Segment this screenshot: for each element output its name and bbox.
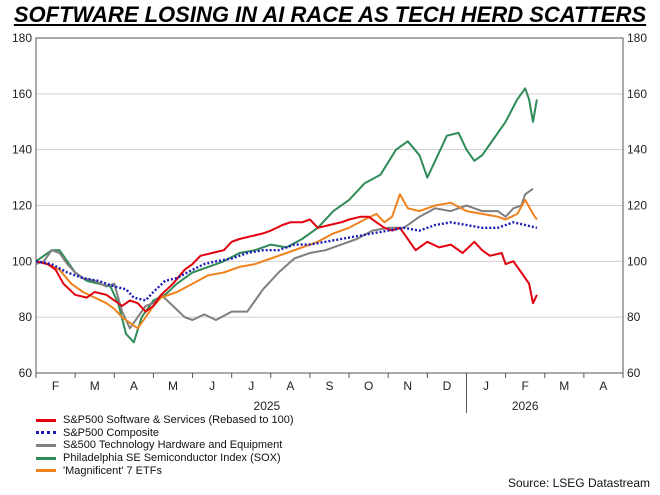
y-tick-label-left: 100 xyxy=(12,254,32,268)
x-tick-label: J xyxy=(209,379,215,393)
series-line-0 xyxy=(35,215,538,313)
plot-frame xyxy=(35,37,624,374)
y-tick-label-right: 160 xyxy=(627,87,647,101)
year-label: 2025 xyxy=(254,399,281,413)
x-tick-label: N xyxy=(403,379,412,393)
x-tick-label: J xyxy=(483,379,489,393)
x-tick-label: O xyxy=(364,379,373,393)
legend-item: Philadelphia SE Semiconductor Index (SOX… xyxy=(36,452,294,465)
legend-swatch xyxy=(36,418,56,422)
series-line-1 xyxy=(35,221,538,302)
legend-item: S&P500 Software & Services (Rebased to 1… xyxy=(36,414,294,427)
series-line-4 xyxy=(35,193,538,330)
y-tick-label-right: 60 xyxy=(627,366,641,380)
x-tick-label: S xyxy=(325,379,333,393)
legend-swatch xyxy=(36,469,56,473)
x-tick-label: A xyxy=(599,379,607,393)
y-tick-label-left: 80 xyxy=(19,310,33,324)
legend-item: 'Magnificent' 7 ETFs xyxy=(36,464,294,477)
legend: S&P500 Software & Services (Rebased to 1… xyxy=(36,414,294,477)
y-tick-label-left: 60 xyxy=(19,366,33,380)
legend-item: S&P500 Composite xyxy=(36,427,294,440)
y-tick-label-right: 100 xyxy=(627,254,647,268)
x-tick-label: A xyxy=(286,379,294,393)
axes: 60 60 80 80 100 100 120 120 140 140 160 160 180 180 F M… xyxy=(12,31,647,413)
x-tick-label: M xyxy=(168,379,178,393)
x-tick-label: M xyxy=(559,379,569,393)
y-tick-label-left: 120 xyxy=(12,199,32,213)
legend-swatch xyxy=(36,443,56,447)
x-tick-label: D xyxy=(443,379,452,393)
legend-label: Philadelphia SE Semiconductor Index (SOX… xyxy=(63,452,281,465)
legend-label: 'Magnificent' 7 ETFs xyxy=(63,464,162,477)
x-tick-label: F xyxy=(52,379,59,393)
x-tick-label: F xyxy=(521,379,528,393)
y-tick-label-right: 140 xyxy=(627,143,647,157)
source-note: Source: LSEG Datastream xyxy=(507,476,650,490)
y-tick-label-left: 160 xyxy=(12,87,32,101)
y-tick-label-right: 180 xyxy=(627,31,647,45)
legend-swatch xyxy=(36,456,56,460)
x-tick-label: J xyxy=(248,379,254,393)
year-label: 2026 xyxy=(512,399,539,413)
series-line-3 xyxy=(35,87,538,344)
legend-item: S&500 Technology Hardware and Equipment xyxy=(36,439,294,452)
legend-label: S&P500 Software & Services (Rebased to 1… xyxy=(63,414,294,427)
series-layer xyxy=(35,87,538,344)
legend-swatch xyxy=(36,431,56,435)
chart-title: SOFTWARE LOSING IN AI RACE AS TECH HERD … xyxy=(13,2,647,27)
legend-label: S&P500 Composite xyxy=(63,426,159,439)
series-line-2 xyxy=(35,187,534,330)
y-tick-label-left: 140 xyxy=(12,143,32,157)
y-tick-label-right: 80 xyxy=(627,310,641,324)
y-tick-label-right: 120 xyxy=(627,199,647,213)
x-tick-label: A xyxy=(130,379,138,393)
y-tick-label-left: 180 xyxy=(12,31,32,45)
legend-label: S&500 Technology Hardware and Equipment xyxy=(63,439,283,452)
grid xyxy=(36,93,623,318)
x-tick-label: M xyxy=(90,379,100,393)
